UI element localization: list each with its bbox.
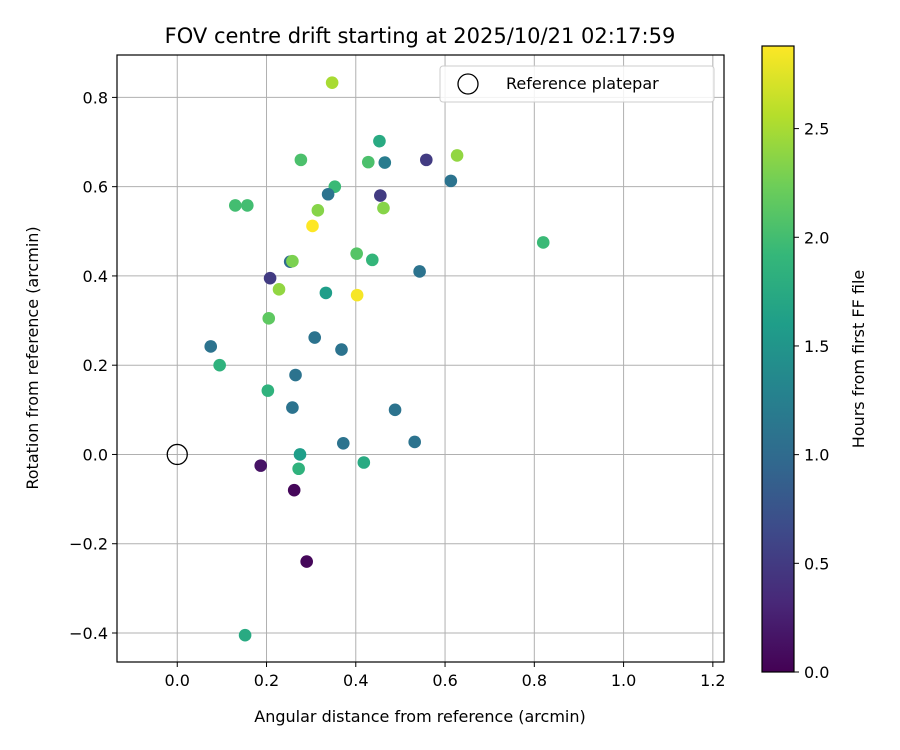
y-tick-label: 0.0 [83,445,108,464]
data-point [263,271,277,285]
x-tick-label: 1.2 [700,671,725,690]
colorbar-tick-label: 2.5 [804,120,829,139]
y-axis-label: Rotation from reference (arcmin) [23,226,42,489]
data-point [213,358,226,372]
y-tick-label: 0.6 [83,178,108,197]
data-point [294,153,308,167]
colorbar: 0.0 0.5 1.0 1.5 2.0 2.5 Hours from first FF f… [761,45,868,682]
x-tick-label: 0.0 [165,671,190,690]
x-tick-label: 1.0 [611,671,636,690]
data-point [292,462,305,476]
grid [117,55,724,662]
data-points [204,76,550,642]
colorbar-frame [761,45,795,673]
data-point [444,174,458,188]
colorbar-ticks: 0.0 0.5 1.0 1.5 2.0 2.5 [794,120,829,682]
colorbar-gradient [762,46,794,672]
y-tick-label: 0.2 [83,356,108,375]
x-tick-label: 0.8 [522,671,547,690]
data-point [350,288,364,302]
data-point [287,483,301,497]
plot-frame [116,54,725,663]
data-point [365,253,379,267]
data-point [450,149,464,162]
data-point [335,343,348,356]
data-point [373,134,386,148]
y-axis-ticks: −0.4 −0.2 0.0 0.2 0.4 0.6 0.8 [69,88,117,643]
x-axis-ticks: 0.0 0.2 0.4 0.6 0.8 1.0 1.2 [165,662,726,690]
data-point [378,156,392,169]
x-tick-label: 0.2 [254,671,279,690]
data-point [293,448,307,461]
data-point [413,265,426,278]
legend-marker [457,73,479,95]
data-point [262,312,276,325]
data-point [319,286,333,300]
data-point [308,331,322,344]
data-point [306,219,319,233]
data-point [272,283,286,296]
data-point [261,384,275,397]
x-tick-label: 0.6 [432,671,457,690]
data-point [286,254,299,268]
data-point [408,435,421,449]
legend-box [439,65,715,103]
x-tick-label: 0.4 [343,671,368,690]
data-point [374,189,387,202]
data-point [325,76,339,89]
reference-marker [166,443,188,466]
data-point [238,628,252,642]
data-point [289,368,302,382]
data-point [311,204,325,217]
x-axis-label: Angular distance from reference (arcmin) [254,707,585,726]
data-point [286,401,299,414]
data-point [204,340,218,353]
data-point [536,236,550,249]
y-tick-label: −0.2 [69,535,108,554]
data-point [357,456,371,469]
data-point [241,199,254,212]
reference-marker-group [166,443,188,466]
colorbar-tick-label: 2.0 [804,228,829,247]
colorbar-tick-label: 1.5 [804,337,829,356]
colorbar-tick-label: 0.5 [804,554,829,573]
data-point [300,555,313,568]
data-point [228,199,242,212]
y-tick-label: −0.4 [69,624,108,643]
data-point [377,201,390,215]
data-point [336,437,350,450]
data-point [420,153,433,167]
y-tick-label: 0.4 [83,267,108,286]
colorbar-tick-label: 1.0 [804,446,829,465]
legend-label: Reference platepar [506,74,659,93]
colorbar-label: Hours from first FF file [849,270,868,449]
chart-title: FOV centre drift starting at 2025/10/21 … [165,24,676,48]
legend: Reference platepar [439,65,715,103]
data-point [254,459,268,472]
data-point [350,247,363,260]
y-tick-label: 0.8 [83,88,108,107]
colorbar-tick-label: 0.0 [804,663,829,682]
data-point [321,187,335,201]
data-point [388,403,402,417]
data-point [361,155,375,169]
